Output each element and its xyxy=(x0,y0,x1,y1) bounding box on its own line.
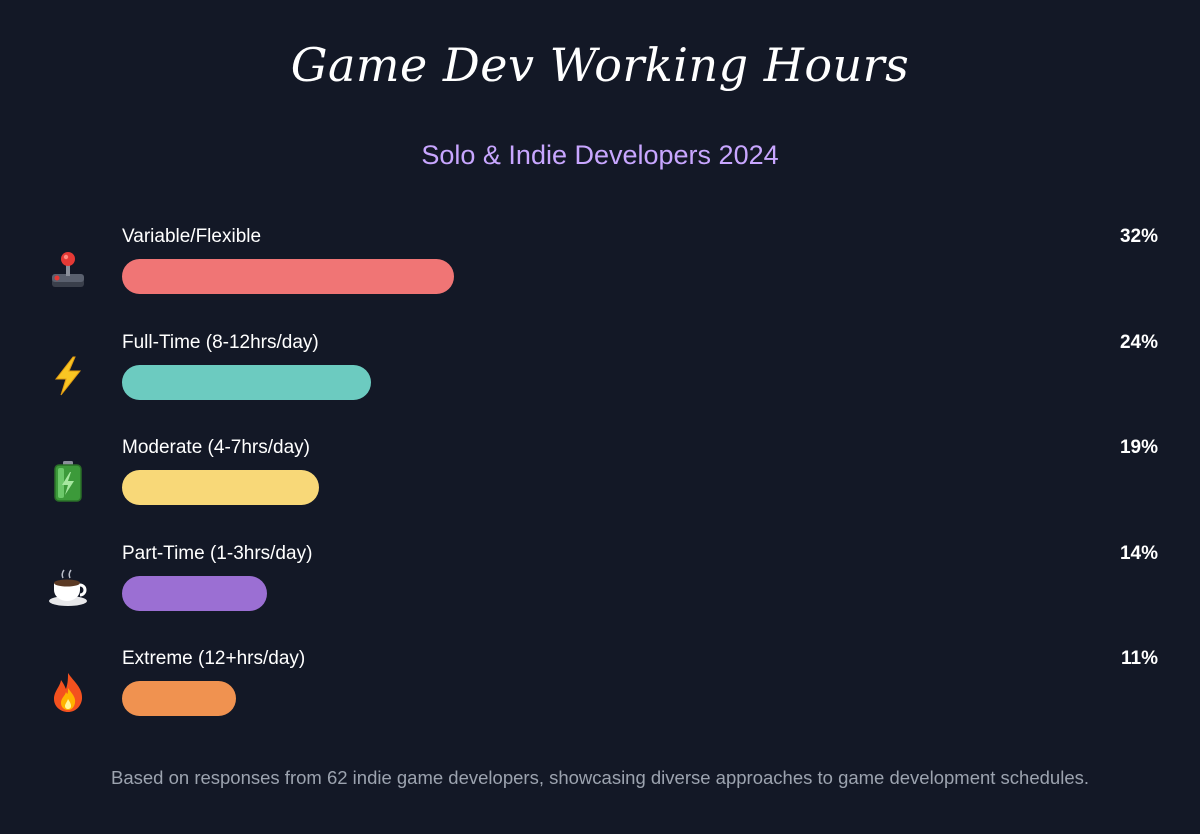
value-label: 24% xyxy=(1119,331,1158,353)
value-label: 32% xyxy=(1119,226,1158,247)
category-label: Part-Time (1-3hrs/day) xyxy=(122,542,313,564)
chart-subtitle: Solo & Indie Developers 2024 xyxy=(421,140,779,170)
value-label: 19% xyxy=(1119,437,1158,458)
category-label: Moderate (4-7hrs/day) xyxy=(122,437,310,458)
joystick-icon xyxy=(46,248,90,292)
fire-icon xyxy=(46,670,90,714)
bar-row: Extreme (12+hrs/day) 11% xyxy=(0,648,1200,728)
bar xyxy=(122,364,371,400)
battery-icon xyxy=(46,459,90,503)
bar-track xyxy=(122,470,1159,505)
bar-track xyxy=(122,681,1159,716)
lightning-icon xyxy=(46,354,90,398)
value-label: 14% xyxy=(1119,542,1158,564)
bar xyxy=(122,470,320,505)
bar xyxy=(122,575,268,611)
bar xyxy=(122,681,237,716)
chart-footnote: Based on responses from 62 indie game de… xyxy=(111,767,1089,788)
bar-row: Part-Time (1-3hrs/day) 14% xyxy=(0,543,1200,623)
bar xyxy=(122,259,454,294)
bar-track xyxy=(122,364,1159,400)
bar-track xyxy=(122,575,1159,611)
value-label: 11% xyxy=(1121,648,1158,669)
chart-title: Game Dev Working Hours xyxy=(290,38,910,92)
category-label: Variable/Flexible xyxy=(122,226,262,247)
bar-row: Full-Time (8-12hrs/day) 24% xyxy=(0,332,1200,412)
category-label: Full-Time (8-12hrs/day) xyxy=(122,331,319,353)
bar-row: Moderate (4-7hrs/day) 19% xyxy=(0,437,1200,517)
bar-row: Variable/Flexible 32% xyxy=(0,226,1200,306)
coffee-icon xyxy=(46,565,90,609)
category-label: Extreme (12+hrs/day) xyxy=(122,648,306,669)
bar-track xyxy=(122,259,1159,294)
